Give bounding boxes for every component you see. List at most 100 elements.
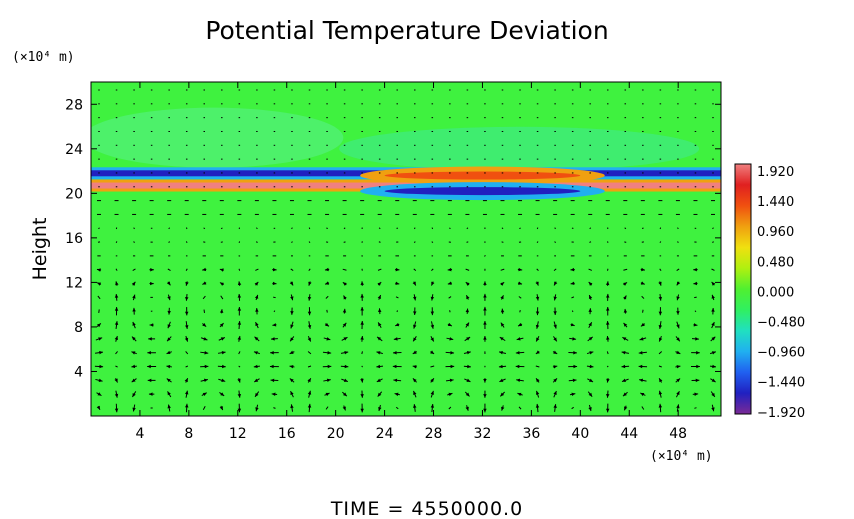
- wind-vector: [570, 281, 575, 286]
- wind-vector: [324, 281, 330, 285]
- wind-vector: [430, 365, 435, 368]
- wind-vector: [588, 404, 592, 412]
- wind-vector: [536, 241, 539, 243]
- wind-vector: [413, 307, 417, 316]
- wind-vector: [131, 391, 137, 398]
- wind-vector: [710, 391, 716, 398]
- wind-vector: [131, 378, 137, 383]
- wind-vector: [568, 364, 578, 369]
- wind-vector: [254, 281, 259, 286]
- wind-vector: [307, 335, 312, 342]
- x-tick-label: 8: [184, 426, 193, 442]
- wind-vector: [658, 377, 663, 383]
- colorbar-tick-label: 0.960: [757, 225, 794, 240]
- wind-vector: [500, 322, 505, 328]
- wind-vector: [586, 351, 594, 355]
- colorbar-tick-label: −0.960: [757, 346, 805, 361]
- wind-vector: [97, 295, 101, 300]
- temperature-bulge: [384, 171, 581, 180]
- wind-vector: [148, 337, 156, 341]
- wind-vector: [308, 281, 312, 286]
- wind-vector: [147, 364, 157, 369]
- wind-vector: [307, 351, 312, 355]
- wind-vector: [148, 392, 155, 396]
- wind-vector: [360, 293, 364, 301]
- wind-vector: [202, 295, 206, 300]
- wind-vector: [710, 378, 716, 383]
- wind-vector: [395, 281, 400, 285]
- wind-vector: [676, 281, 681, 286]
- wind-vector: [675, 350, 681, 355]
- wind-vector: [219, 392, 225, 397]
- wind-vector: [568, 350, 577, 355]
- x-tick-label: 28: [425, 426, 443, 442]
- wind-vector: [658, 321, 663, 329]
- wind-vector: [360, 321, 364, 330]
- wind-vector: [694, 310, 697, 313]
- wind-vector: [237, 306, 242, 316]
- wind-vector: [96, 282, 102, 286]
- wind-vector: [341, 336, 348, 341]
- wind-vector: [254, 294, 259, 301]
- wind-vector: [184, 307, 189, 316]
- wind-vector: [412, 350, 418, 355]
- wind-vector: [325, 406, 329, 410]
- wind-vector: [132, 294, 136, 301]
- wind-vector: [412, 336, 417, 342]
- wind-vector: [94, 364, 104, 369]
- y-tick-label: 20: [65, 186, 83, 202]
- wind-vector: [114, 377, 118, 383]
- wind-vector: [237, 403, 242, 413]
- wind-vector: [431, 268, 434, 271]
- wind-vector: [115, 351, 118, 355]
- wind-vector: [184, 335, 189, 342]
- field-haze: [339, 126, 700, 171]
- y-tick-label: 16: [65, 231, 83, 247]
- wind-vector: [588, 294, 593, 300]
- wind-vector: [483, 403, 487, 413]
- wind-vector: [517, 281, 523, 285]
- wind-vector: [168, 241, 171, 243]
- wind-vector: [412, 294, 417, 301]
- wind-vector: [133, 227, 135, 230]
- wind-vector: [361, 365, 363, 368]
- wind-vector: [483, 293, 487, 301]
- wind-vector: [711, 294, 715, 301]
- wind-vector: [606, 335, 610, 342]
- wind-vector: [675, 364, 681, 369]
- wind-vector: [377, 294, 382, 300]
- wind-vector: [500, 295, 504, 300]
- wind-vector: [131, 364, 137, 369]
- wind-vector: [94, 350, 104, 355]
- wind-vector: [589, 241, 592, 243]
- wind-vector: [640, 281, 645, 285]
- wind-vector: [114, 321, 119, 330]
- wind-vector: [412, 365, 417, 369]
- wind-vector: [273, 296, 276, 299]
- wind-vector: [501, 241, 504, 243]
- wind-vector: [289, 378, 295, 383]
- wind-vector: [220, 227, 223, 230]
- wind-vector: [465, 405, 469, 411]
- wind-vector: [446, 337, 454, 341]
- wind-vector: [535, 335, 540, 342]
- wind-vector: [500, 281, 505, 286]
- plot-area: [90, 81, 722, 417]
- wind-vector: [430, 281, 435, 286]
- wind-vector: [200, 378, 208, 383]
- wind-vector: [639, 378, 647, 383]
- wind-vector: [483, 321, 487, 330]
- wind-vector: [535, 390, 540, 398]
- wind-vector: [412, 281, 417, 286]
- wind-vector: [658, 281, 662, 286]
- wind-vector: [623, 405, 628, 411]
- wind-vector: [395, 406, 399, 410]
- wind-vector: [677, 227, 679, 230]
- wind-vector: [114, 390, 119, 398]
- wind-vector: [677, 241, 679, 243]
- wind-vector: [307, 307, 312, 316]
- wind-vector: [519, 310, 521, 313]
- wind-vector: [535, 377, 540, 383]
- wind-vector: [324, 322, 330, 327]
- wind-vector: [273, 407, 276, 409]
